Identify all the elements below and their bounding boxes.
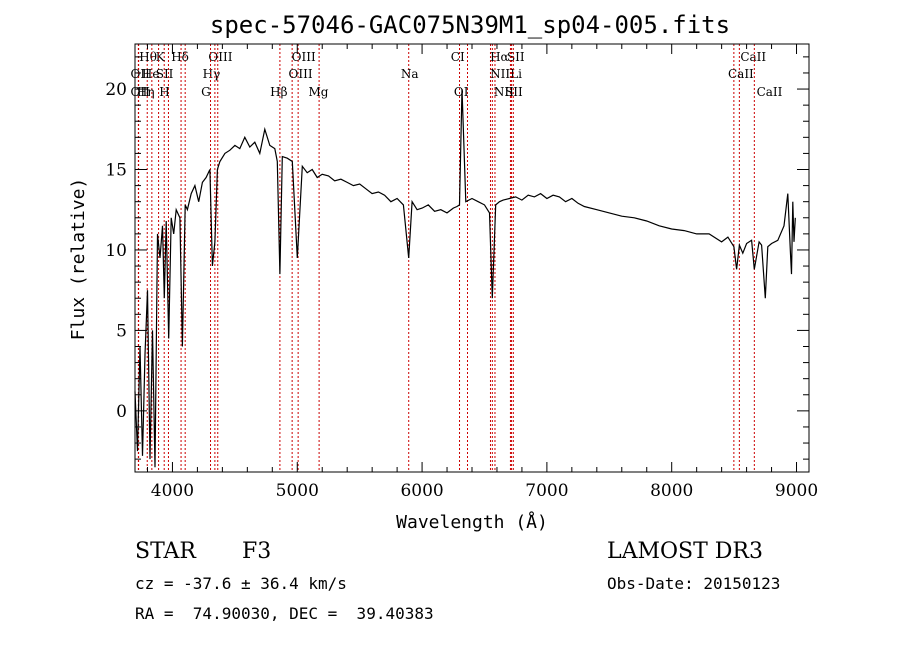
line-marker-label: CaII: [728, 67, 754, 81]
line-marker-label: Hβ: [270, 85, 287, 99]
survey-label: LAMOST DR3: [607, 539, 763, 564]
line-marker-label: OIII: [289, 67, 313, 81]
line-marker-label: Hγ: [203, 67, 221, 81]
y-tick-label: 10: [105, 241, 127, 261]
line-marker-label: G: [201, 85, 211, 99]
line-marker-label: Hα: [490, 50, 509, 64]
line-marker-label: He: [142, 67, 160, 81]
line-marker-label: NII: [490, 67, 510, 81]
y-axis: 0 5 10 15 20: [105, 56, 809, 460]
line-marker-label: Hδ: [171, 50, 189, 64]
x-tick-label: 7000: [525, 481, 568, 501]
line-marker-label: Li: [510, 67, 522, 81]
chart-title: spec-57046-GAC075N39M1_sp04-005.fits: [210, 11, 730, 39]
line-marker-label: SII: [507, 50, 525, 64]
y-tick-label: 20: [105, 80, 127, 100]
spectrum-line: [134, 89, 796, 468]
line-marker-label: CI: [451, 50, 465, 64]
x-tick-label: 9000: [775, 481, 818, 501]
plot-frame: [134, 43, 810, 473]
line-marker-label: OIII: [292, 50, 316, 64]
object-class: STAR: [135, 539, 196, 564]
line-marker-label: SII: [505, 85, 523, 99]
coordinates: RA = 74.90030, DEC = 39.40383: [135, 604, 434, 623]
line-marker-label: CaII: [740, 50, 766, 64]
line-marker-label: SII: [156, 67, 174, 81]
y-axis-label: Flux (relative): [68, 178, 89, 341]
y-tick-label: 5: [116, 321, 127, 341]
x-axis-label: Wavelength (Å): [396, 511, 548, 533]
y-tick-label: 15: [105, 161, 127, 181]
line-marker-label: NII: [494, 85, 514, 99]
spectrum-series: [134, 89, 796, 468]
line-marker-label: Na: [401, 67, 419, 81]
x-tick-label: 8000: [650, 481, 693, 501]
line-marker-label: CaII: [757, 85, 783, 99]
line-marker-label: OI: [454, 85, 469, 99]
y-tick-label: 0: [116, 402, 127, 422]
line-marker-label: K: [156, 50, 166, 64]
line-marker-label: Mg: [308, 85, 328, 99]
line-marker-label: Hθ: [139, 50, 157, 64]
x-tick-label: 6000: [400, 481, 443, 501]
line-marker-label: H: [159, 85, 169, 99]
x-axis: 4000 5000 6000 7000 8000 9000: [146, 44, 818, 501]
redshift-velocity: cz = -37.6 ± 36.4 km/s: [135, 574, 347, 593]
line-marker-label: OIII: [208, 50, 232, 64]
x-tick-label: 4000: [151, 481, 194, 501]
x-tick-label: 5000: [276, 481, 319, 501]
object-subclass: F3: [242, 539, 272, 564]
line-marker-label: Hη: [137, 85, 155, 99]
observation-date: Obs-Date: 20150123: [607, 574, 781, 593]
